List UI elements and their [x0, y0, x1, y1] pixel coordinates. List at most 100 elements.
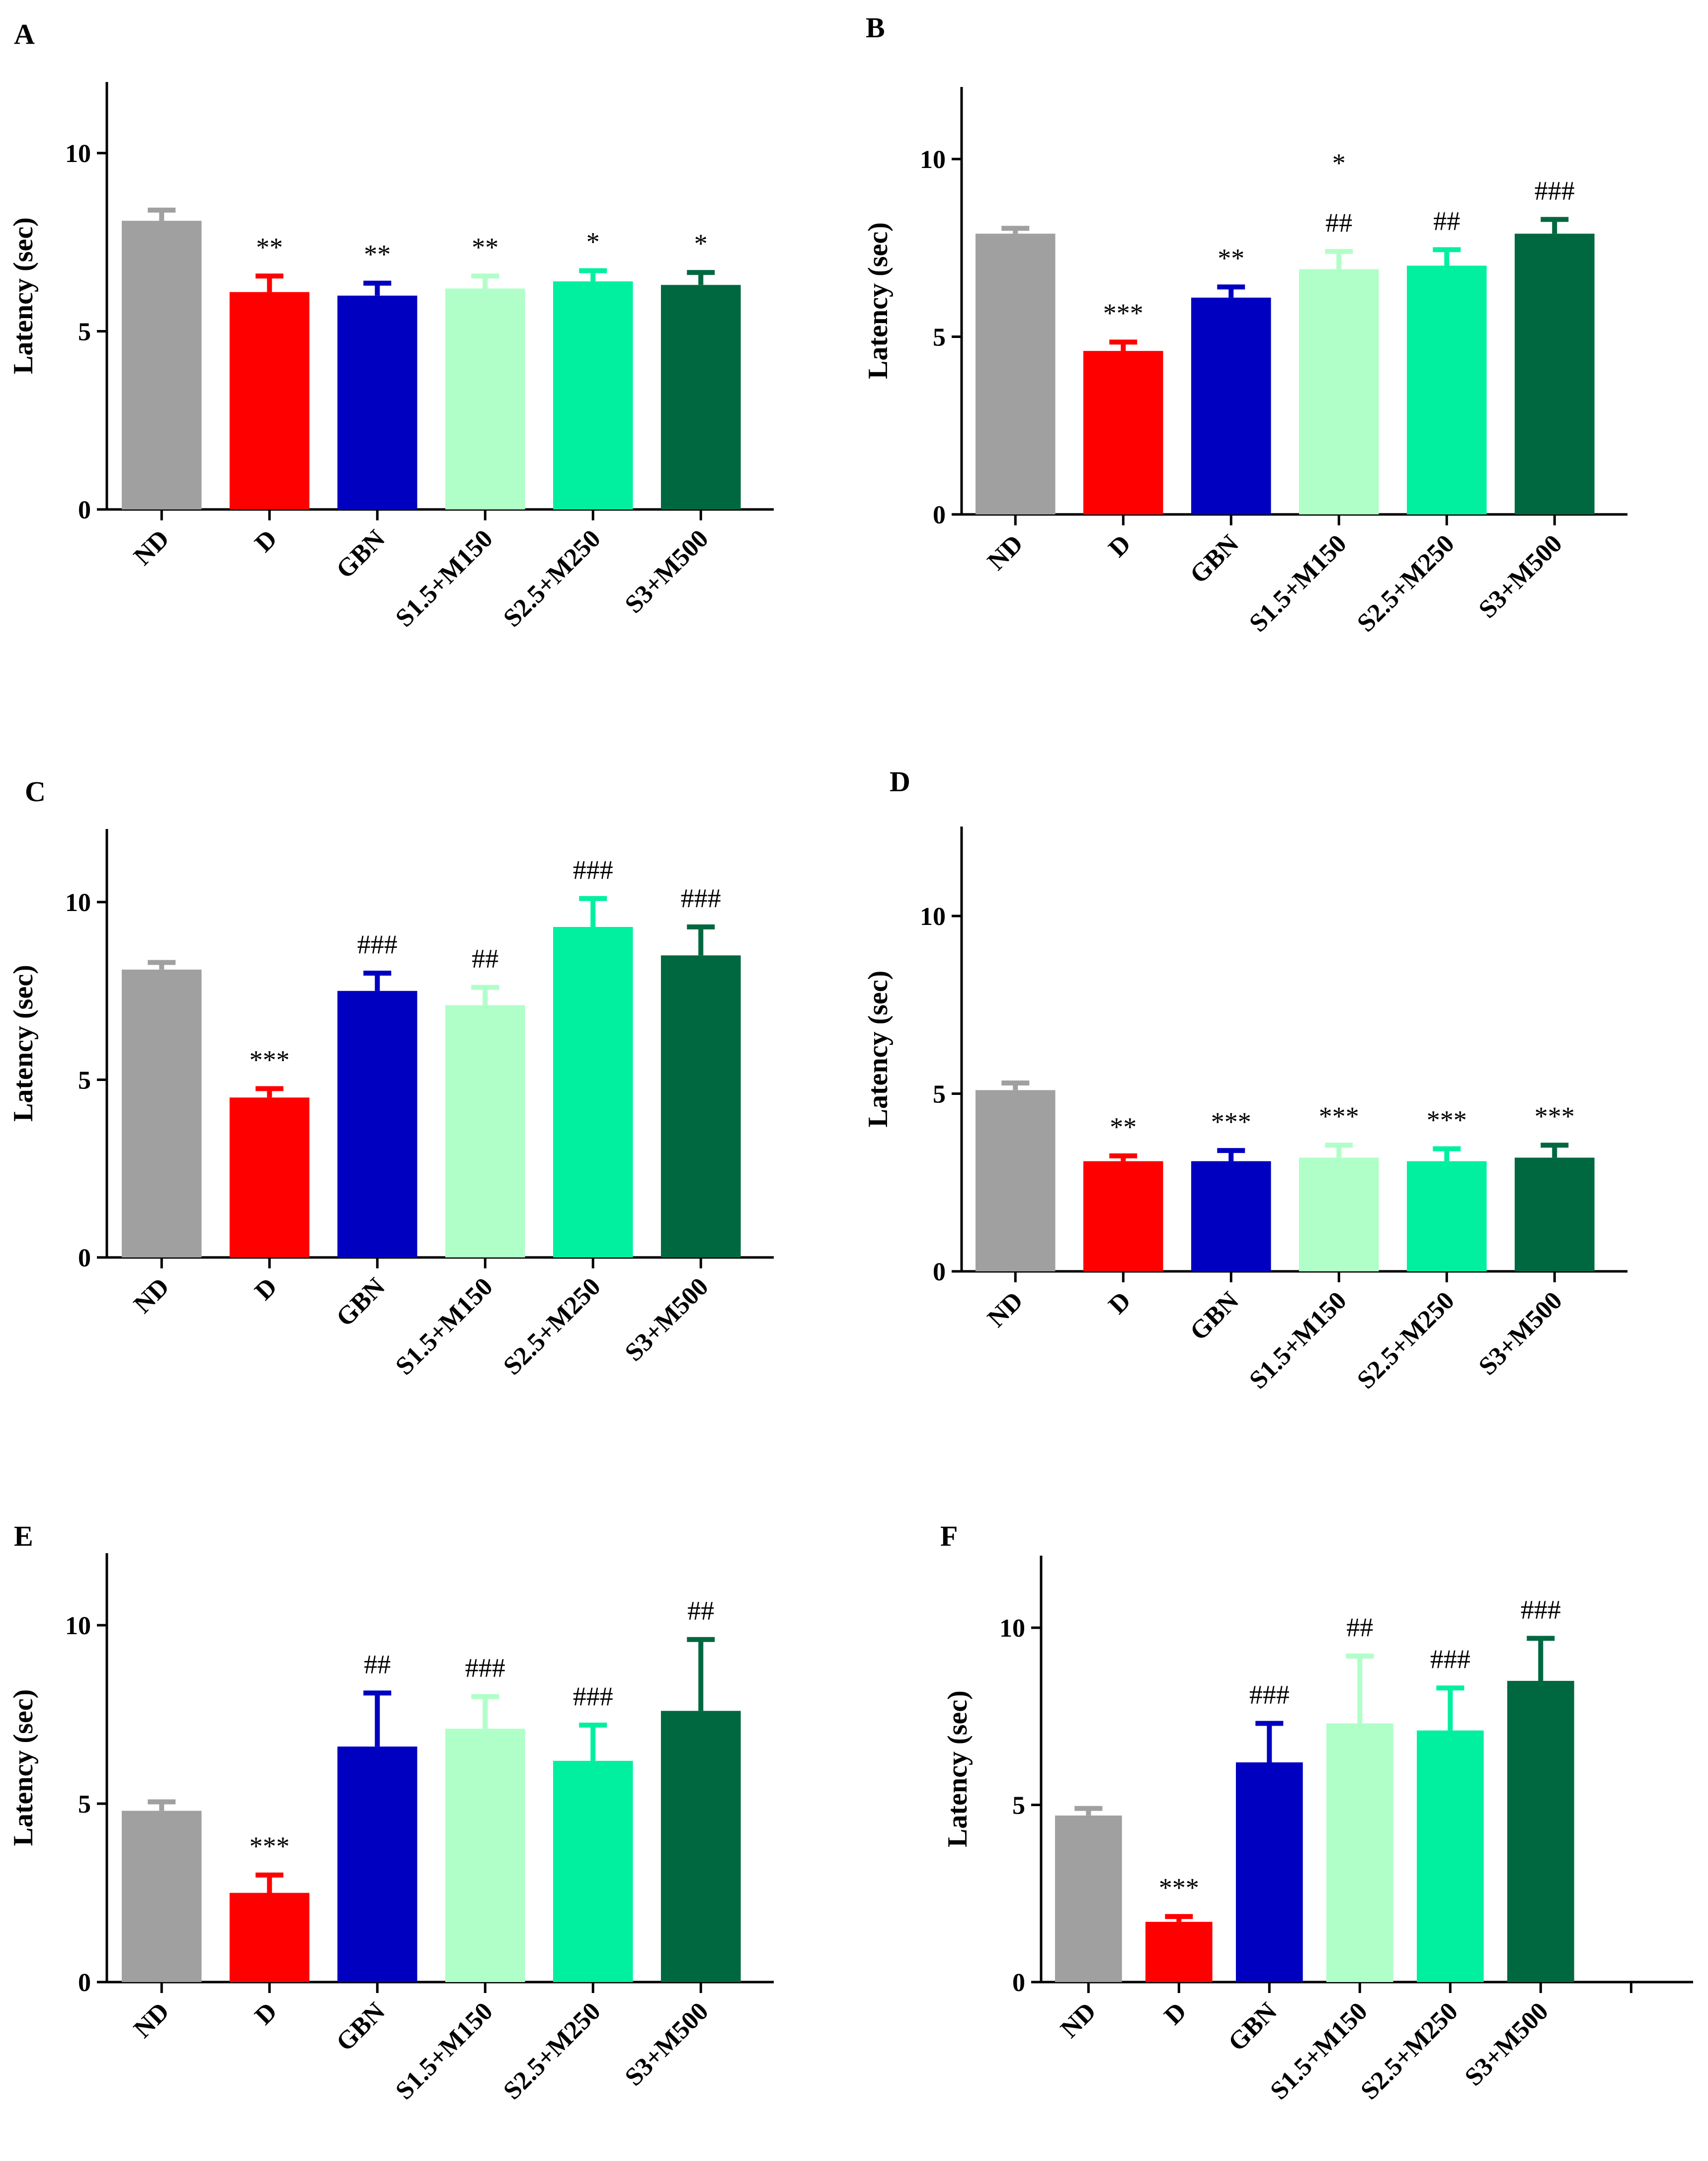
x-tick-label: D [1103, 1286, 1137, 1320]
y-tick-label: 0 [933, 1258, 946, 1286]
significance-star: *** [1103, 298, 1143, 328]
significance-hash: ## [472, 944, 498, 974]
bar-s2-5-m250 [553, 927, 633, 1257]
bar-s1-5-m150 [1299, 269, 1379, 514]
significance-hash: ### [465, 1653, 505, 1683]
bar-s3-m500 [1515, 1158, 1595, 1271]
bar-s2-5-m250 [1407, 265, 1487, 514]
bar-s3-m500 [1515, 234, 1595, 514]
significance-hash: ### [1249, 1680, 1290, 1710]
x-tick-label: ND [1055, 1997, 1101, 2043]
significance-hash: ## [1325, 208, 1352, 238]
panel-letter: A [14, 18, 35, 50]
x-tick-label: GBN [331, 1272, 391, 1332]
y-tick-label: 0 [78, 496, 91, 524]
significance-hash: ### [573, 855, 613, 885]
bar-nd [976, 234, 1056, 514]
bar-s1-5-m150 [1326, 1723, 1393, 1982]
y-tick-label: 0 [1012, 1969, 1025, 1997]
significance-star: *** [1159, 1873, 1199, 1903]
significance-hash: ### [573, 1681, 613, 1711]
bar-nd [122, 1811, 202, 1982]
bar-d [230, 1893, 310, 1982]
bar-nd [1055, 1815, 1122, 1982]
significance-hash: ### [357, 929, 398, 959]
bar-s2-5-m250 [553, 1760, 633, 1982]
significance-star: *** [1319, 1101, 1359, 1131]
y-axis-title: Latency (sec) [8, 1689, 39, 1846]
x-tick-label: GBN [1185, 1286, 1244, 1346]
x-tick-label: ND [982, 529, 1028, 576]
chart-panel-b: B 0 5 10 Latency (sec) ND D *** GBN ** S1.5+M150 ##… [863, 11, 1627, 638]
significance-star: ** [1110, 1112, 1137, 1142]
bar-nd [122, 969, 202, 1257]
bar-gbn [337, 1746, 417, 1982]
y-tick-label: 0 [933, 501, 946, 529]
bar-gbn [1236, 1762, 1303, 1982]
x-tick-label: S3+M500 [1460, 1997, 1554, 2091]
bar-s3-m500 [1507, 1680, 1574, 1982]
bar-d [1083, 1161, 1163, 1271]
chart-panel-e: E 0 5 10 Latency (sec) ND D *** GBN ## S1.5+M150 ##… [8, 1520, 774, 2105]
bar-s2-5-m250 [553, 281, 633, 509]
significance-star: ** [472, 232, 498, 262]
significance-star: * [586, 227, 600, 257]
bar-d [1145, 1921, 1213, 1982]
y-tick-label: 10 [65, 140, 91, 168]
x-tick-label: S2.5+M250 [498, 1272, 606, 1381]
bar-s1-5-m150 [445, 288, 525, 509]
significance-hash: ### [681, 883, 721, 913]
y-tick-label: 5 [78, 1790, 91, 1819]
x-tick-label: GBN [331, 1997, 391, 2057]
bar-s1-5-m150 [1299, 1158, 1379, 1271]
significance-star: ** [364, 240, 391, 269]
significance-hash: ### [1521, 1594, 1561, 1624]
significance-star: * [694, 229, 708, 258]
x-tick-label: S3+M500 [620, 1997, 714, 2091]
y-axis-title: Latency (sec) [8, 217, 39, 374]
x-tick-label: S1.5+M150 [390, 1997, 498, 2105]
bar-d [230, 292, 310, 509]
panel-letter: F [940, 1520, 958, 1552]
x-tick-label: D [1103, 529, 1137, 563]
panel-letter: C [25, 775, 46, 808]
y-axis-title: Latency (sec) [8, 965, 39, 1122]
x-tick-label: GBN [331, 524, 391, 584]
bar-s2-5-m250 [1407, 1161, 1487, 1271]
y-tick-label: 10 [920, 903, 946, 931]
y-tick-label: 5 [78, 318, 91, 346]
significance-star: *** [1535, 1101, 1575, 1131]
x-tick-label: S2.5+M250 [1352, 1286, 1460, 1395]
significance-hash: ### [1430, 1644, 1470, 1674]
bar-s1-5-m150 [445, 1729, 525, 1982]
x-tick-label: S3+M500 [620, 524, 714, 619]
x-tick-label: D [1159, 1997, 1192, 2030]
panel-letter: B [866, 11, 885, 44]
significance-star: *** [249, 1045, 290, 1075]
y-tick-label: 10 [920, 146, 946, 174]
significance-star: ** [1218, 243, 1244, 273]
significance-hash: ### [1535, 176, 1575, 206]
y-axis-title: Latency (sec) [863, 971, 894, 1128]
significance-hash: ## [1346, 1612, 1373, 1642]
significance-star: *** [1427, 1105, 1467, 1135]
x-tick-label: S1.5+M150 [1244, 1286, 1352, 1395]
bar-s3-m500 [661, 1711, 741, 1982]
x-tick-label: S1.5+M150 [1244, 529, 1352, 638]
x-tick-label: GBN [1223, 1997, 1283, 2057]
y-tick-label: 0 [78, 1969, 91, 1997]
x-tick-label: S3+M500 [1473, 1286, 1568, 1381]
bar-gbn [337, 295, 417, 509]
y-tick-label: 10 [65, 1612, 91, 1640]
x-tick-label: GBN [1185, 529, 1244, 589]
x-tick-label: ND [128, 1997, 174, 2043]
y-tick-label: 5 [1012, 1792, 1025, 1820]
significance-hash: ## [364, 1649, 391, 1679]
chart-panel-c: C 0 5 10 Latency (sec) ND D *** GBN ### S1.5+M150 #… [8, 775, 774, 1381]
significance-star: ** [256, 232, 283, 262]
panel-letter: D [890, 765, 910, 798]
bar-nd [122, 221, 202, 510]
x-tick-label: S2.5+M250 [498, 1997, 606, 2105]
x-tick-label: ND [128, 524, 174, 571]
